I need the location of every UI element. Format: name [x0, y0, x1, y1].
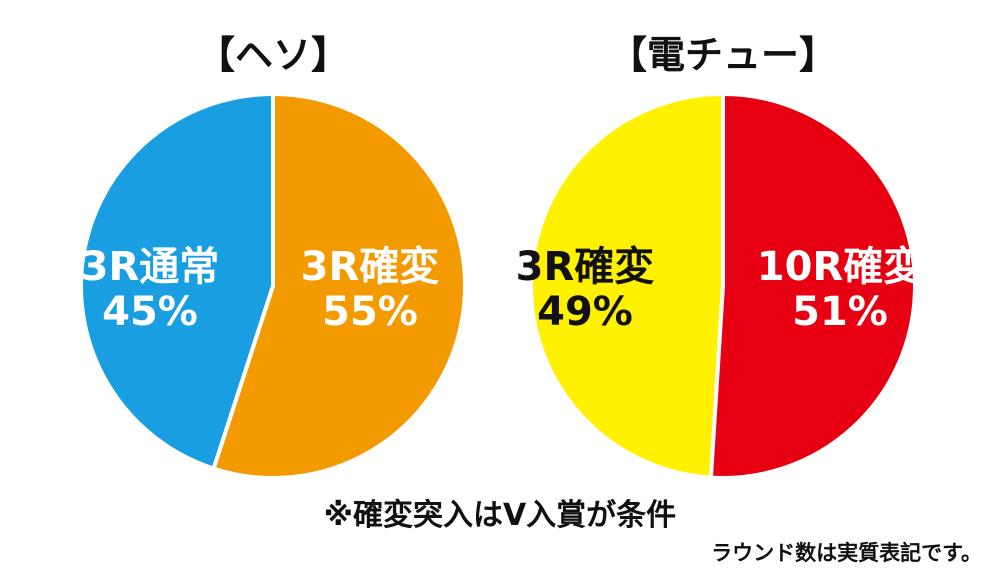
pie-slice	[211, 92, 467, 480]
slice-label: 3R確変	[516, 244, 655, 290]
slice-percent: 45%	[102, 289, 198, 335]
slice-label: 3R通常	[81, 244, 220, 290]
slice-percent: 55%	[322, 289, 418, 335]
pie-title: 【ヘソ】	[197, 33, 349, 77]
slice-percent: 51%	[792, 289, 888, 335]
slice-label: 3R確変	[301, 244, 440, 290]
slice-percent: 49%	[537, 289, 633, 335]
pie-slice	[708, 92, 917, 480]
pie-slice	[79, 92, 275, 471]
pie-title: 【電チュー】	[609, 33, 837, 77]
pie-slice	[529, 92, 725, 480]
footnote-main: ※確変突入はV入賞が条件	[323, 498, 677, 533]
slice-label: 10R確変	[757, 244, 923, 290]
footnote-sub: ラウンド数は実質表記です。	[711, 541, 982, 565]
